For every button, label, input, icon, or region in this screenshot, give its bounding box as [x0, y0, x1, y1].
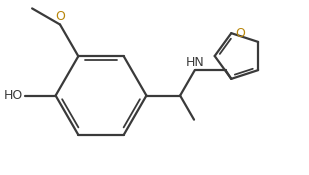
Text: O: O — [235, 27, 245, 40]
Text: O: O — [55, 10, 65, 23]
Text: HN: HN — [185, 56, 204, 69]
Text: HO: HO — [4, 89, 23, 102]
